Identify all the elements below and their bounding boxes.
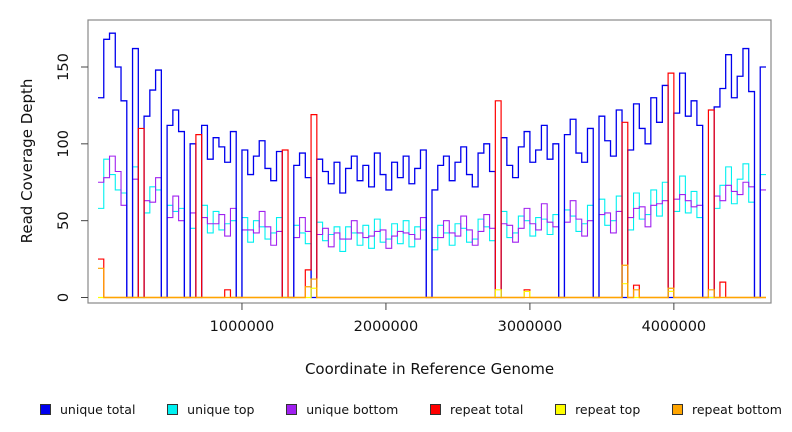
unique-top-swatch-icon — [167, 403, 179, 415]
series-unique-bottom — [98, 155, 766, 299]
legend-item-unique-total: unique total — [40, 402, 135, 417]
unique-total-swatch-icon — [40, 403, 51, 415]
series-repeat-bottom — [98, 264, 766, 299]
legend-item-repeat-bottom: repeat bottom — [672, 402, 782, 417]
coverage-plot-canvas: 1000000 2000000 3000000 4000000 0 50 100 150 — [56, 19, 772, 335]
legend-label: repeat top — [575, 401, 641, 417]
repeat-bottom-swatch-icon — [672, 403, 683, 415]
x-axis-tick-label: 4000000 — [642, 319, 707, 335]
y-axis-tick-label: 0 — [56, 293, 72, 302]
y-axis-tick-label: 50 — [56, 211, 72, 229]
legend-label: repeat bottom — [692, 401, 782, 417]
x-axis-tick-label: 2000000 — [354, 319, 419, 335]
legend-label: unique top — [187, 401, 255, 417]
legend-label: unique total — [60, 401, 136, 417]
y-axis-tick-label: 100 — [56, 130, 72, 158]
repeat-total-swatch-icon — [430, 403, 442, 415]
plot-legend: unique total unique top unique bottom re… — [40, 397, 782, 421]
y-axis-title: Read Coverage Depth — [18, 78, 36, 244]
legend-item-repeat-total: repeat total — [430, 402, 523, 417]
legend-label: unique bottom — [306, 401, 399, 417]
plot-border-box — [87, 19, 772, 304]
x-axis-title: Coordinate in Reference Genome — [304, 360, 555, 378]
legend-item-repeat-top: repeat top — [555, 402, 640, 417]
series-unique-total — [98, 32, 766, 299]
legend-label: repeat total — [450, 401, 524, 417]
y-axis-tick-label: 150 — [56, 53, 72, 81]
unique-bottom-swatch-icon — [286, 403, 298, 415]
legend-item-unique-bottom: unique bottom — [286, 402, 398, 417]
x-axis-tick-label: 3000000 — [498, 319, 563, 335]
repeat-top-swatch-icon — [555, 403, 567, 415]
x-axis-tick-label: 1000000 — [210, 319, 275, 335]
legend-item-unique-top: unique top — [167, 402, 254, 417]
